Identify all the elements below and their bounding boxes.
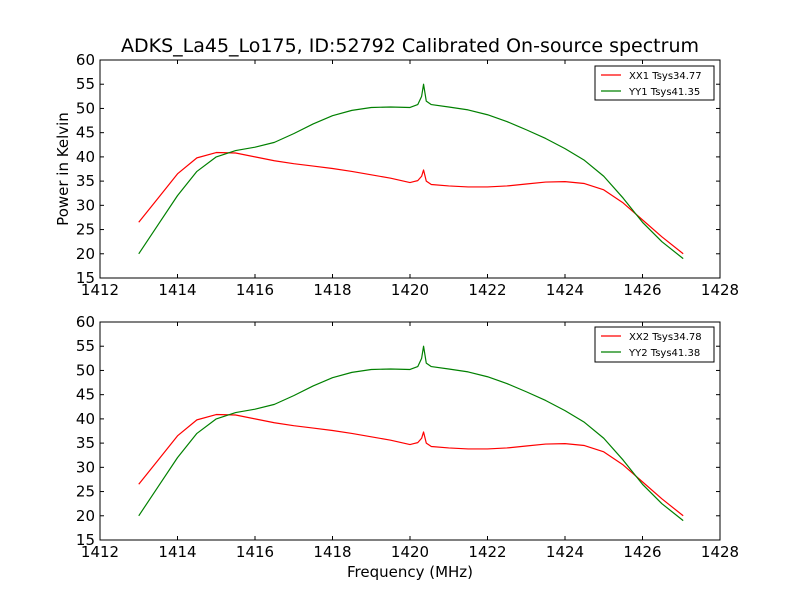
series-line-2-2 — [138, 345, 684, 522]
y-tick-label-1-9: 60 — [76, 51, 95, 69]
y-tick-label-2-2: 25 — [76, 483, 95, 501]
y-tick-label-2-8: 55 — [76, 337, 95, 355]
y-tick-label-2-7: 50 — [76, 361, 95, 379]
x-axis-label-2: Frequency (MHz) — [347, 563, 473, 581]
x-tick-label-1-0: 1412 — [81, 281, 119, 299]
x-tick-label-2-2: 1416 — [236, 543, 274, 561]
x-tick-label-2-5: 1422 — [468, 543, 506, 561]
y-tick-label-2-9: 60 — [76, 313, 95, 331]
legend-label-2-2: YY2 Tsys41.38 — [628, 348, 700, 359]
y-axis-label-1: Power in Kelvin — [54, 112, 72, 226]
y-tick-label-1-8: 55 — [76, 75, 95, 93]
x-tick-label-1-8: 1428 — [701, 281, 739, 299]
x-tick-label-1-4: 1420 — [391, 281, 429, 299]
x-tick-label-1-2: 1416 — [236, 281, 274, 299]
x-tick-label-2-6: 1424 — [546, 543, 584, 561]
x-tick-label-2-7: 1426 — [623, 543, 661, 561]
x-tick-label-2-4: 1420 — [391, 543, 429, 561]
x-tick-label-1-6: 1424 — [546, 281, 584, 299]
plot-2: 1412 1414 1416 1418 1420 1422 1424 1426 1428 15 20… — [76, 313, 739, 581]
y-tick-label-2-0: 15 — [76, 531, 95, 549]
plots-container: 1412 1414 1416 1418 1420 1422 1424 1426 1428 15 20… — [54, 51, 739, 581]
y-tick-label-1-1: 20 — [76, 245, 95, 263]
legend-box-1 — [594, 65, 715, 101]
y-tick-label-1-7: 50 — [76, 99, 95, 117]
legend-box-2 — [594, 326, 715, 363]
y-tick-label-2-5: 40 — [76, 410, 95, 428]
y-tick-label-1-4: 35 — [76, 172, 95, 190]
x-tick-label-2-8: 1428 — [701, 543, 739, 561]
y-tick-label-1-6: 45 — [76, 124, 95, 142]
x-tick-label-1-3: 1418 — [313, 281, 351, 299]
legend-label-2-1: XX2 Tsys34.78 — [629, 332, 702, 343]
y-tick-label-2-3: 30 — [76, 458, 95, 476]
series-line-1-1 — [138, 151, 684, 255]
x-tick-label-1-1: 1414 — [158, 281, 196, 299]
y-tick-label-2-4: 35 — [76, 434, 95, 452]
y-tick-label-1-2: 25 — [76, 221, 95, 239]
plot-1: 1412 1414 1416 1418 1420 1422 1424 1426 1428 15 20… — [54, 51, 739, 299]
x-tick-label-1-7: 1426 — [623, 281, 661, 299]
y-tick-label-1-5: 40 — [76, 148, 95, 166]
x-tick-label-2-3: 1418 — [313, 543, 351, 561]
figure-title: ADKS_La45_Lo175, ID:52792 Calibrated On-… — [121, 35, 699, 57]
legend-1: XX1 Tsys34.77 YY1 Tsys41.35 — [594, 65, 715, 101]
x-tick-label-1-5: 1422 — [468, 281, 506, 299]
legend-label-1-2: YY1 Tsys41.35 — [628, 87, 700, 98]
series-line-1-2 — [138, 83, 684, 260]
y-tick-label-1-3: 30 — [76, 196, 95, 214]
y-tick-label-2-6: 45 — [76, 386, 95, 404]
series-line-2-1 — [138, 413, 684, 517]
y-tick-label-2-1: 20 — [76, 507, 95, 525]
y-tick-label-1-0: 15 — [76, 269, 95, 287]
legend-label-1-1: XX1 Tsys34.77 — [629, 71, 702, 82]
x-tick-label-2-1: 1414 — [158, 543, 196, 561]
legend-2: XX2 Tsys34.78 YY2 Tsys41.38 — [594, 326, 715, 363]
x-tick-label-2-0: 1412 — [81, 543, 119, 561]
